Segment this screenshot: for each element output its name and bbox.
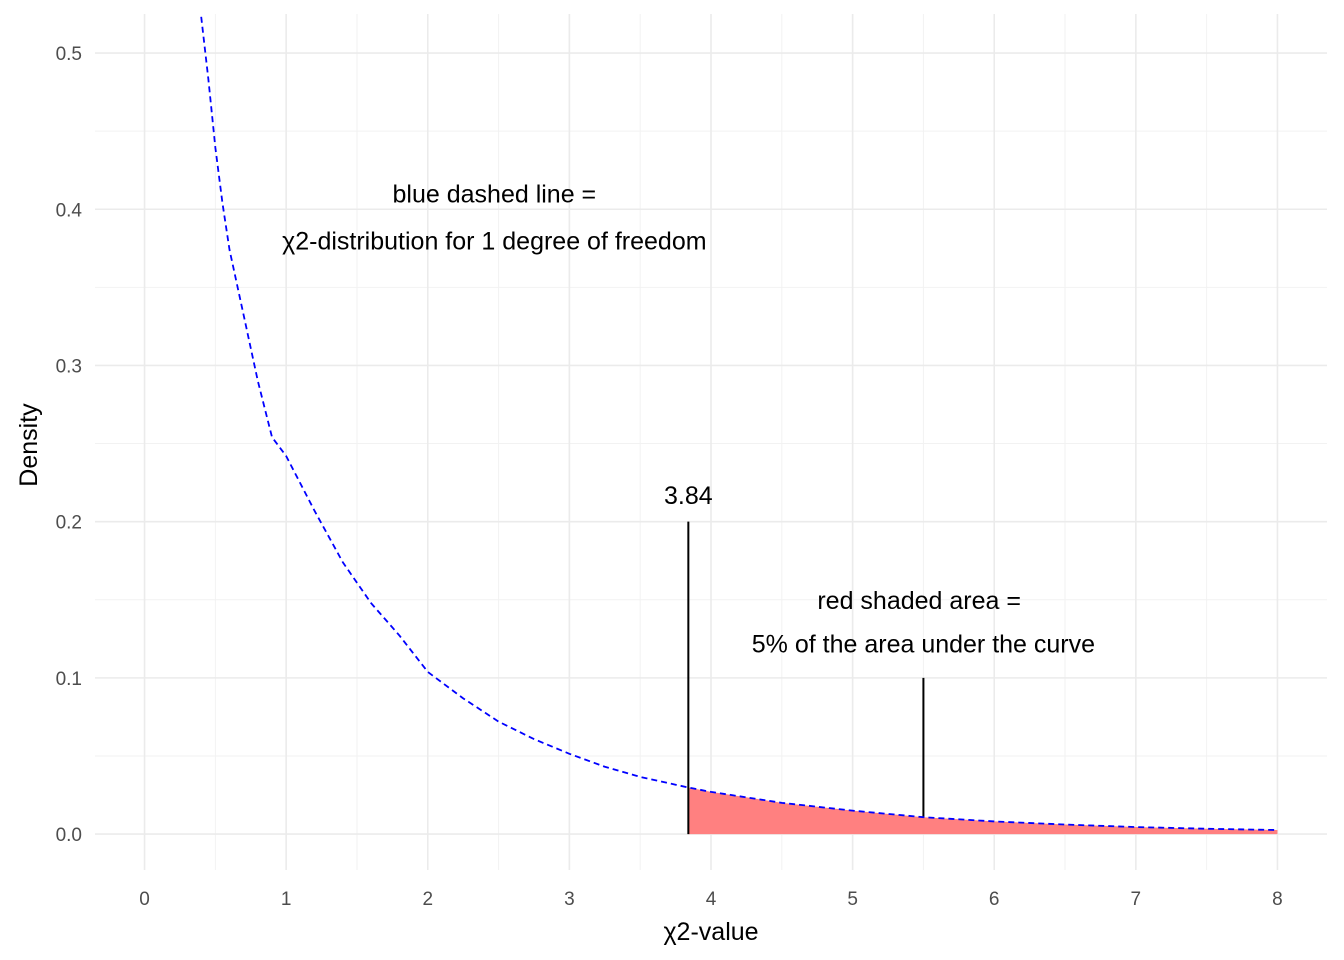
shaded-area-layer (688, 787, 1278, 835)
annotations: 3.84 blue dashed line = χ2-distribution fo… (282, 181, 1095, 659)
x-tick-label: 3 (564, 889, 575, 910)
red-shaded-area (688, 787, 1278, 835)
y-tick-labels: 0.0 0.1 0.2 0.3 0.4 0.5 (56, 44, 83, 846)
major-gridlines (95, 14, 1327, 870)
y-tick-label: 0.2 (56, 513, 82, 534)
curve-layer (200, 16, 1278, 831)
y-axis-title: Density (15, 403, 43, 487)
x-tick-label: 4 (706, 889, 717, 910)
annotation-label: red shaded area = (817, 587, 1021, 615)
annotation-label: χ2-distribution for 1 degree of freedom (282, 227, 706, 255)
x-tick-label: 2 (422, 889, 433, 910)
x-tick-label: 6 (989, 889, 1000, 910)
y-tick-label: 0.1 (56, 669, 82, 690)
x-tick-labels: 0 1 2 3 4 5 6 7 8 (139, 889, 1282, 910)
x-tick-label: 1 (281, 889, 292, 910)
x-axis-title: χ2-value (663, 918, 758, 946)
annotation-label: blue dashed line = (393, 181, 597, 209)
y-tick-label: 0.4 (56, 200, 83, 221)
y-tick-label: 0.0 (56, 825, 82, 846)
y-tick-label: 0.3 (56, 356, 82, 377)
annotation-label: 5% of the area under the curve (752, 631, 1095, 659)
annotation-label: 3.84 (664, 482, 713, 510)
x-tick-label: 7 (1131, 889, 1142, 910)
x-tick-label: 0 (139, 889, 150, 910)
x-tick-label: 8 (1272, 889, 1283, 910)
x-tick-label: 5 (847, 889, 858, 910)
chi-squared-curve (200, 16, 1278, 831)
y-tick-label: 0.5 (56, 44, 82, 65)
segment-layer (687, 521, 925, 835)
